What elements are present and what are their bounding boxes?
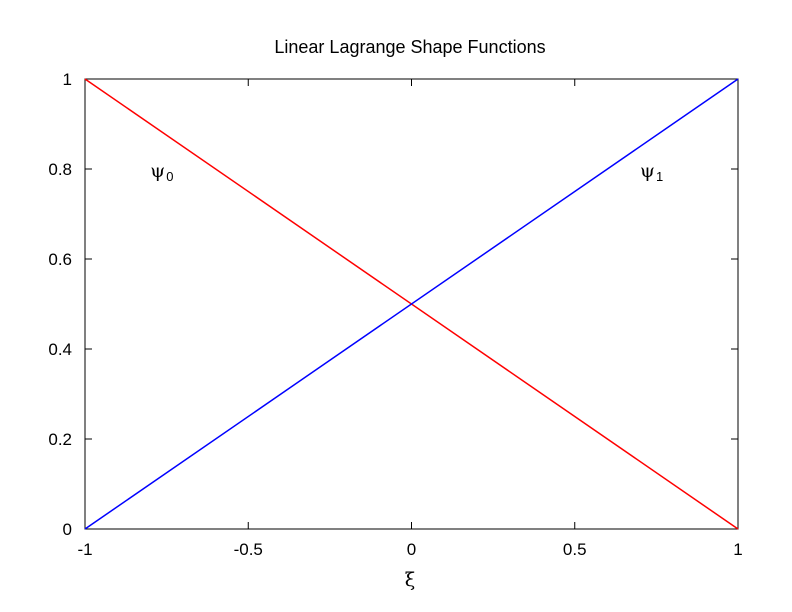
- y-tick-label: 0.6: [48, 250, 72, 269]
- y-tick-label: 0.4: [48, 340, 72, 359]
- x-axis-label: ξ: [405, 569, 415, 591]
- plot-area: -1 -0.5 0 0.5 1 0 0.2 0.4 0.6 0.8 1 ψ0 ψ1: [48, 70, 742, 559]
- x-tick-label: -1: [77, 540, 92, 559]
- y-tick-label: 0.2: [48, 430, 72, 449]
- x-tick-label: 1: [733, 540, 742, 559]
- y-tick-label: 0: [63, 520, 72, 539]
- annotation-1: ψ1: [640, 160, 663, 184]
- series-line-1: [84, 78, 739, 530]
- y-tick-label: 0.8: [48, 160, 72, 179]
- x-tick-label: 0.5: [563, 540, 587, 559]
- x-tick-label: -0.5: [234, 540, 263, 559]
- x-tick-label: 0: [407, 540, 416, 559]
- y-tick-label: 1: [63, 70, 72, 89]
- chart-title: Linear Lagrange Shape Functions: [274, 37, 545, 57]
- annotation-0: ψ0: [150, 160, 173, 184]
